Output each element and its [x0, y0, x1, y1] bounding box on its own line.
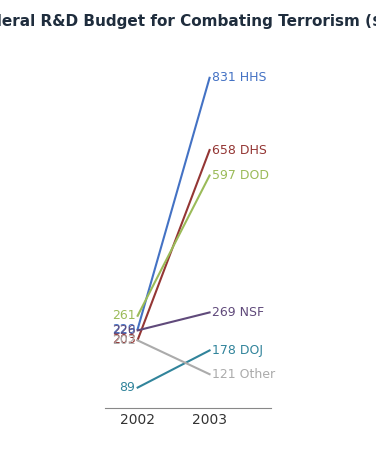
Text: 229: 229 — [112, 323, 135, 336]
Text: 202: 202 — [112, 334, 135, 347]
Text: 269 NSF: 269 NSF — [212, 306, 264, 319]
Text: 597 DOD: 597 DOD — [212, 169, 269, 182]
Text: 226: 226 — [112, 324, 135, 337]
Text: Federal R&D Budget for Combating Terrorism ($M): Federal R&D Budget for Combating Terrori… — [0, 14, 376, 29]
Text: 121 Other: 121 Other — [212, 368, 275, 381]
Text: 89: 89 — [120, 381, 135, 394]
Text: 658 DHS: 658 DHS — [212, 144, 267, 157]
Text: 261: 261 — [112, 309, 135, 322]
Text: 831 HHS: 831 HHS — [212, 71, 266, 84]
Text: 178 DOJ: 178 DOJ — [212, 344, 263, 357]
Text: 203: 203 — [112, 333, 135, 347]
